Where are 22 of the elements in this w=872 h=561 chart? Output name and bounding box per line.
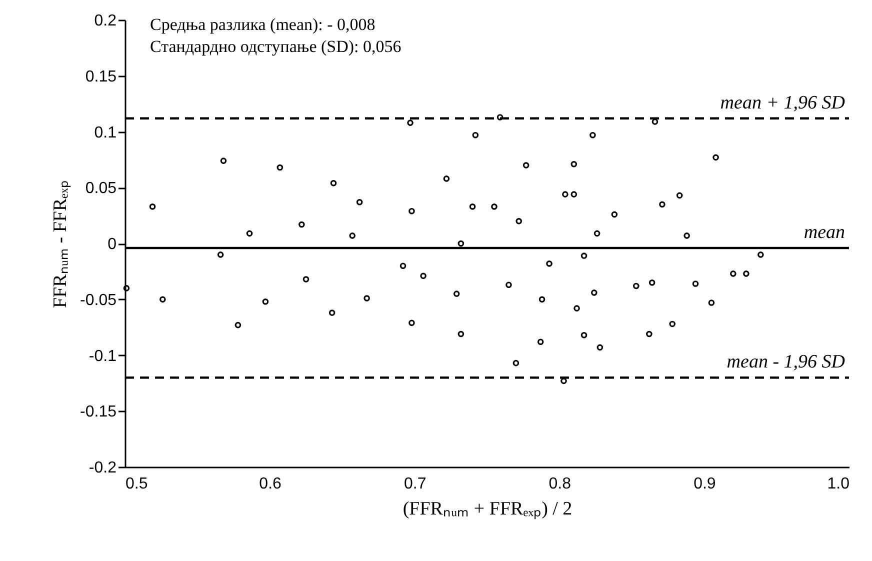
annotation: Стандардно одступање (SD): 0,056 [150,37,402,56]
ref-line-label: mean [804,222,845,243]
x-tick-label: 0.9 [694,476,716,492]
x-tick-label: 1.0 [827,476,850,492]
x-tick-label: 0.8 [548,476,572,492]
ref-line-label: mean + 1,96 SD [720,92,846,114]
x-tick-label: 0.7 [404,476,426,492]
x-tick-label: 0.5 [126,476,148,492]
y-axis-title: FFRₙᵤₘ - FFRₑₓₚ [50,180,72,308]
annotation: Средња разлика (mean): - 0,008 [150,15,376,34]
y-tick-label: -0.15 [80,404,117,421]
y-tick-label: 0.1 [94,124,117,142]
y-tick-label: 0.05 [85,180,117,198]
y-tick-label: 0 [108,236,117,253]
y-tick-label: -0.2 [88,460,117,476]
y-tick-label: 0.15 [85,68,117,86]
ref-line-label: mean - 1,96 SD [726,352,846,373]
y-tick-label: -0.1 [88,348,117,365]
x-axis-title: (FFRₙᵤₘ + FFRₑₓₚ) / 2 [402,498,572,520]
x-tick-label: 0.6 [259,476,282,492]
y-tick-label: 0.2 [94,12,117,30]
y-tick-label: -0.05 [80,292,117,309]
